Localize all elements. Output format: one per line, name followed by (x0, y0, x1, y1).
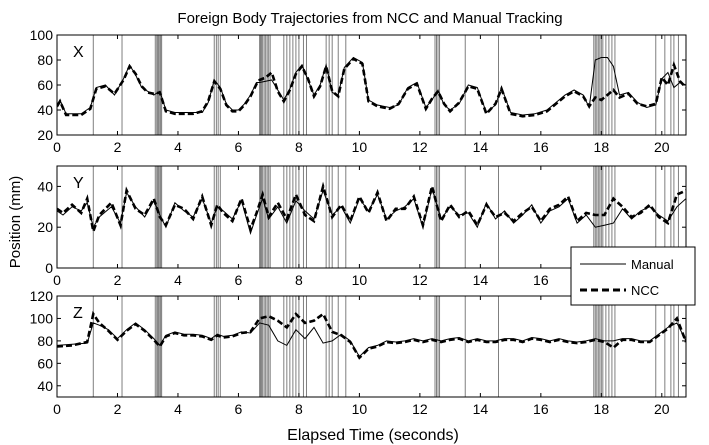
y-tick-label: 80 (37, 52, 53, 68)
x-tick-label: 20 (654, 139, 670, 155)
y-tick-label: 0 (45, 260, 53, 276)
panel-frame (56, 165, 687, 269)
x-tick-label: 0 (53, 139, 61, 155)
x-axis-label: Elapsed Time (seconds) (287, 427, 459, 444)
legend-manual-label: Manual (631, 257, 674, 272)
y-axis-label: Position (mm) (7, 176, 24, 269)
x-tick-label: 0 (53, 272, 61, 288)
x-tick-label: 12 (412, 139, 428, 155)
x-tick-label: 18 (594, 139, 610, 155)
series-manual-line (57, 56, 686, 116)
panel-label: Y (73, 175, 84, 192)
series-ncc-line (57, 181, 686, 237)
x-tick-label: 12 (412, 401, 428, 417)
x-tick-label: 10 (352, 401, 368, 417)
x-tick-label: 6 (235, 272, 243, 288)
x-tick-label: 16 (533, 401, 549, 417)
event-markers (92, 35, 679, 135)
y-tick-label: 40 (37, 102, 53, 118)
legend-box (570, 246, 696, 306)
x-tick-label: 16 (533, 272, 549, 288)
x-tick-label: 14 (473, 139, 489, 155)
y-tick-label: 40 (37, 378, 53, 394)
series-manual-line (57, 186, 686, 236)
x-tick-label: 20 (654, 401, 670, 417)
panel-frame (56, 295, 687, 398)
chart-title: Foreign Body Trajectories from NCC and M… (177, 10, 562, 27)
panel-label: Z (73, 305, 83, 322)
event-markers (92, 296, 679, 397)
x-tick-label: 16 (533, 139, 549, 155)
y-tick-label: 40 (37, 178, 53, 194)
y-tick-label: 60 (37, 77, 53, 93)
x-tick-label: 12 (412, 272, 428, 288)
legend: Manual NCC (570, 246, 696, 306)
x-tick-label: 6 (235, 139, 243, 155)
y-tick-label: 60 (37, 355, 53, 371)
panel-label: X (73, 44, 84, 61)
x-tick-label: 8 (295, 139, 303, 155)
x-tick-label: 10 (352, 139, 368, 155)
x-tick-label: 18 (594, 401, 610, 417)
y-tick-label: 120 (30, 288, 54, 304)
x-tick-label: 0 (53, 401, 61, 417)
x-tick-label: 2 (114, 272, 122, 288)
y-tick-label: 20 (37, 219, 53, 235)
x-tick-label: 8 (295, 272, 303, 288)
x-tick-label: 6 (235, 401, 243, 417)
y-tick-label: 100 (30, 310, 54, 326)
x-tick-label: 4 (174, 139, 182, 155)
y-tick-label: 100 (30, 27, 54, 43)
x-tick-label: 4 (174, 401, 182, 417)
x-tick-label: 4 (174, 272, 182, 288)
legend-ncc-label: NCC (631, 283, 659, 298)
x-tick-label: 2 (114, 401, 122, 417)
x-tick-label: 10 (352, 272, 368, 288)
y-tick-label: 80 (37, 333, 53, 349)
series-manual-line (57, 322, 686, 358)
y-tick-label: 20 (37, 127, 53, 143)
x-tick-label: 8 (295, 401, 303, 417)
x-tick-label: 14 (473, 272, 489, 288)
panel-z: 120 100 80 60 400 2 4 6 8 10 12 14 16 18 20 Z (30, 288, 687, 417)
x-tick-label: 2 (114, 139, 122, 155)
x-tick-label: 14 (473, 401, 489, 417)
